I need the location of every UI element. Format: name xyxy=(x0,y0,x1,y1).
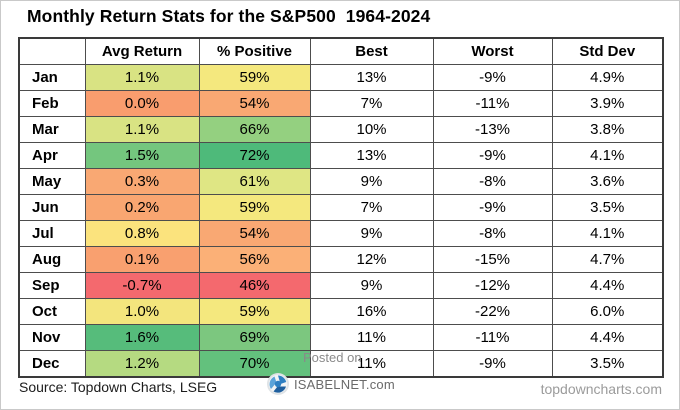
watermark-isabelnet-label: ISABELNET.com xyxy=(294,376,395,392)
table-row: Oct 1.0% 59% 16% -22% 6.0% xyxy=(18,298,664,325)
std-dev-cell: 4.9% xyxy=(551,64,664,91)
month-cell: Nov xyxy=(18,324,86,351)
worst-cell: -15% xyxy=(432,246,553,273)
worst-cell: -22% xyxy=(432,298,553,325)
worst-cell: -9% xyxy=(432,194,553,221)
avg-return-cell: 1.2% xyxy=(84,350,200,378)
avg-return-cell: 0.3% xyxy=(84,168,200,195)
isabelnet-logo-icon xyxy=(266,372,290,396)
table-row: Jan 1.1% 59% 13% -9% 4.9% xyxy=(18,64,664,91)
topdowncharts-link[interactable]: topdowncharts.com xyxy=(540,381,662,397)
pct-positive-cell: 69% xyxy=(198,324,311,351)
std-dev-cell: 3.5% xyxy=(551,350,664,378)
pct-positive-cell: 72% xyxy=(198,142,311,169)
avg-return-cell: 0.2% xyxy=(84,194,200,221)
month-cell: Jul xyxy=(18,220,86,247)
best-cell: 13% xyxy=(309,142,434,169)
month-cell: Jun xyxy=(18,194,86,221)
worst-cell: -11% xyxy=(432,324,553,351)
pct-positive-cell: 59% xyxy=(198,194,311,221)
std-dev-cell: 4.1% xyxy=(551,142,664,169)
worst-cell: -9% xyxy=(432,64,553,91)
month-cell: May xyxy=(18,168,86,195)
pct-positive-cell: 46% xyxy=(198,272,311,299)
source-credit: Source: Topdown Charts, LSEG xyxy=(19,379,218,395)
best-cell: 7% xyxy=(309,90,434,117)
month-cell: Dec xyxy=(18,350,86,378)
monthly-stats-table: Avg Return % Positive Best Worst Std Dev… xyxy=(18,37,664,378)
watermark-logo-row: ISABELNET.com xyxy=(266,372,395,396)
std-dev-cell: 3.5% xyxy=(551,194,664,221)
avg-return-cell: 0.8% xyxy=(84,220,200,247)
pct-positive-cell: 54% xyxy=(198,90,311,117)
month-cell: Apr xyxy=(18,142,86,169)
avg-return-cell: 0.0% xyxy=(84,90,200,117)
best-cell: 9% xyxy=(309,220,434,247)
header-worst: Worst xyxy=(432,37,553,65)
month-cell: Feb xyxy=(18,90,86,117)
std-dev-cell: 3.6% xyxy=(551,168,664,195)
table-row: Jun 0.2% 59% 7% -9% 3.5% xyxy=(18,194,664,221)
worst-cell: -13% xyxy=(432,116,553,143)
avg-return-cell: 1.0% xyxy=(84,298,200,325)
pct-positive-cell: 56% xyxy=(198,246,311,273)
pct-positive-cell: 54% xyxy=(198,220,311,247)
header-avg-return: Avg Return xyxy=(84,37,200,65)
best-cell: 11% xyxy=(309,324,434,351)
best-cell: 16% xyxy=(309,298,434,325)
pct-positive-cell: 59% xyxy=(198,298,311,325)
month-cell: Jan xyxy=(18,64,86,91)
best-cell: 9% xyxy=(309,168,434,195)
worst-cell: -9% xyxy=(432,350,553,378)
avg-return-cell: 1.1% xyxy=(84,64,200,91)
table-row: Mar 1.1% 66% 10% -13% 3.8% xyxy=(18,116,664,143)
avg-return-cell: -0.7% xyxy=(84,272,200,299)
worst-cell: -8% xyxy=(432,168,553,195)
header-best: Best xyxy=(309,37,434,65)
table-row: May 0.3% 61% 9% -8% 3.6% xyxy=(18,168,664,195)
table-row: Dec 1.2% 70% 11% -9% 3.5% xyxy=(18,350,664,378)
std-dev-cell: 3.9% xyxy=(551,90,664,117)
worst-cell: -11% xyxy=(432,90,553,117)
table-row: Sep -0.7% 46% 9% -12% 4.4% xyxy=(18,272,664,299)
month-cell: Oct xyxy=(18,298,86,325)
pct-positive-cell: 59% xyxy=(198,64,311,91)
best-cell: 12% xyxy=(309,246,434,273)
table-row: Feb 0.0% 54% 7% -11% 3.9% xyxy=(18,90,664,117)
pct-positive-cell: 66% xyxy=(198,116,311,143)
worst-cell: -8% xyxy=(432,220,553,247)
table-row: Aug 0.1% 56% 12% -15% 4.7% xyxy=(18,246,664,273)
table-row: Jul 0.8% 54% 9% -8% 4.1% xyxy=(18,220,664,247)
header-pct-positive: % Positive xyxy=(198,37,311,65)
month-cell: Mar xyxy=(18,116,86,143)
month-cell: Aug xyxy=(18,246,86,273)
std-dev-cell: 4.4% xyxy=(551,324,664,351)
best-cell: 10% xyxy=(309,116,434,143)
watermark-posted-on: Posted on xyxy=(303,350,362,365)
best-cell: 9% xyxy=(309,272,434,299)
header-month xyxy=(18,37,86,65)
header-std-dev: Std Dev xyxy=(551,37,664,65)
best-cell: 13% xyxy=(309,64,434,91)
avg-return-cell: 1.1% xyxy=(84,116,200,143)
table-row: Nov 1.6% 69% 11% -11% 4.4% xyxy=(18,324,664,351)
worst-cell: -12% xyxy=(432,272,553,299)
table-row: Apr 1.5% 72% 13% -9% 4.1% xyxy=(18,142,664,169)
std-dev-cell: 3.8% xyxy=(551,116,664,143)
std-dev-cell: 4.7% xyxy=(551,246,664,273)
std-dev-cell: 4.1% xyxy=(551,220,664,247)
avg-return-cell: 1.5% xyxy=(84,142,200,169)
avg-return-cell: 0.1% xyxy=(84,246,200,273)
std-dev-cell: 6.0% xyxy=(551,298,664,325)
page-title: Monthly Return Stats for the S&P500 1964… xyxy=(27,6,431,26)
pct-positive-cell: 61% xyxy=(198,168,311,195)
std-dev-cell: 4.4% xyxy=(551,272,664,299)
best-cell: 7% xyxy=(309,194,434,221)
month-cell: Sep xyxy=(18,272,86,299)
avg-return-cell: 1.6% xyxy=(84,324,200,351)
header-row: Avg Return % Positive Best Worst Std Dev xyxy=(18,37,664,65)
worst-cell: -9% xyxy=(432,142,553,169)
